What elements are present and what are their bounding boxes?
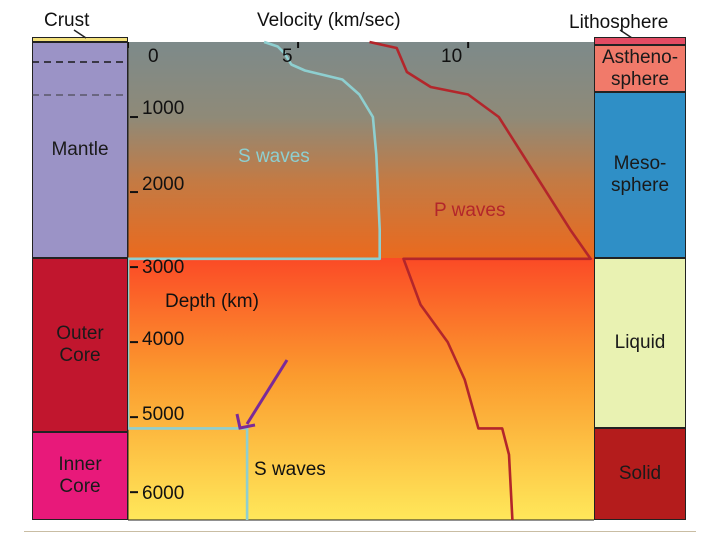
- p-wave-curve: [369, 40, 592, 521]
- x-tick-label: 0: [148, 46, 159, 67]
- y-tick-label: 6000: [142, 483, 185, 504]
- axis-ticks: [127, 42, 470, 494]
- crust-band: [32, 37, 128, 42]
- y-tick-label: 3000: [142, 257, 185, 278]
- inner-core-arrow: [235, 359, 289, 430]
- core-gradient-band: [128, 258, 594, 520]
- asthenosphere-layer: Astheno-sphere: [594, 45, 686, 92]
- y-tick-label: 4000: [142, 329, 185, 350]
- s-waves-upper-label: S waves: [238, 146, 310, 167]
- x-tick-label: 10: [441, 46, 463, 67]
- crust-label: Crust: [44, 10, 90, 31]
- solid-label: Solid: [618, 463, 662, 485]
- mesosphere-label: Meso-sphere: [610, 153, 670, 196]
- solid-layer: Solid: [594, 428, 686, 520]
- y-tick-label: 2000: [142, 174, 185, 195]
- asthenosphere-label: Astheno-sphere: [601, 46, 679, 90]
- y-tick-label: 5000: [142, 404, 185, 425]
- mesosphere-layer: Meso-sphere: [594, 92, 686, 258]
- lithosphere-band: [594, 37, 686, 45]
- lithosphere-label: Lithosphere: [569, 12, 669, 33]
- y-tick-label: 1000: [142, 98, 185, 119]
- bottom-rule: [24, 531, 696, 532]
- liquid-layer: Liquid: [594, 258, 686, 428]
- inner-core-layer: Inner Core: [32, 432, 128, 520]
- p-waves-label: P waves: [434, 200, 506, 221]
- depth-axis-title: Depth (km): [165, 291, 259, 312]
- s-waves-lower-label: S waves: [254, 459, 326, 480]
- wave-curves: [126, 40, 592, 521]
- s-wave-curve: [126, 40, 382, 520]
- velocity-axis-title: Velocity (km/sec): [257, 10, 401, 31]
- outer-core-layer: Outer Core: [32, 258, 128, 432]
- mantle-layer: Mantle: [32, 42, 128, 258]
- outer-core-label: Outer Core: [56, 323, 104, 366]
- x-tick-label: 5: [282, 46, 293, 67]
- mantle-gradient-band: [128, 42, 594, 258]
- inner-core-label: Inner Core: [58, 454, 102, 497]
- mantle-label: Mantle: [51, 139, 109, 161]
- liquid-label: Liquid: [614, 332, 666, 354]
